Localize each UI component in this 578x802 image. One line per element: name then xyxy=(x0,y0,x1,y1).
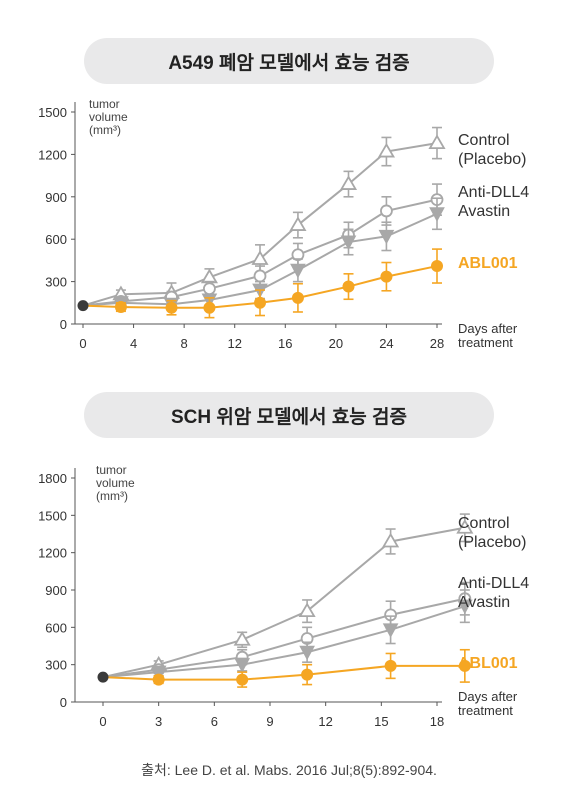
data-point xyxy=(203,301,216,314)
y-tick-label: 1200 xyxy=(38,147,67,162)
series-abl001 xyxy=(102,648,471,688)
data-point xyxy=(431,260,443,273)
x-tick-label: 15 xyxy=(374,714,388,729)
data-point xyxy=(428,134,446,149)
x-axis-label: Days after treatment xyxy=(458,321,518,350)
y-tick-label: 1200 xyxy=(38,546,67,561)
data-point xyxy=(233,630,251,646)
chart-2-title: SCH 위암 모델에서 효능 검증 xyxy=(84,392,494,438)
x-tick-label: 8 xyxy=(181,336,188,351)
data-point xyxy=(114,301,127,314)
y-tick-label: 0 xyxy=(60,695,67,710)
data-point xyxy=(382,532,400,548)
x-tick-label: 18 xyxy=(430,714,444,729)
data-point xyxy=(340,235,357,251)
data-point xyxy=(254,296,266,309)
series-label: ABL001 xyxy=(458,255,518,272)
y-tick-label: 600 xyxy=(45,232,67,247)
series-control-placebo- xyxy=(102,513,474,679)
data-point xyxy=(342,280,355,293)
series-abl001 xyxy=(82,248,443,319)
series-line xyxy=(102,597,466,679)
data-point xyxy=(299,645,315,661)
data-point xyxy=(384,659,397,672)
y-tick-label: 300 xyxy=(45,658,67,673)
data-point xyxy=(380,204,393,218)
data-point xyxy=(290,263,306,279)
chart-a549: 0 300 600 900 1200 1500 0 4 8 12 16 20 24 28 tumor volu… xyxy=(38,97,529,351)
start-point xyxy=(77,300,89,312)
series-label: Control (Placebo) xyxy=(458,515,526,551)
data-point xyxy=(165,301,178,314)
source-citation: 출처: Lee D. et al. Mabs. 2016 Jul;8(5):89… xyxy=(141,762,437,778)
series-line xyxy=(102,605,466,679)
series-line xyxy=(102,664,465,681)
x-tick-label: 3 xyxy=(155,714,162,729)
data-point xyxy=(152,673,165,686)
y-tick-label: 1800 xyxy=(38,471,67,486)
series-label: Anti-DLL4 Avastin xyxy=(458,184,529,220)
y-tick-label: 600 xyxy=(45,620,67,635)
x-tick-label: 28 xyxy=(430,336,444,351)
chart-1-title: A549 폐암 모델에서 효능 검증 xyxy=(84,38,494,84)
y-tick-label: 0 xyxy=(60,317,67,332)
x-tick-label: 9 xyxy=(266,714,273,729)
data-point xyxy=(253,269,267,283)
data-point xyxy=(298,602,316,618)
series-label: ABL001 xyxy=(458,655,518,672)
series-avastin xyxy=(102,589,473,681)
y-tick-label: 300 xyxy=(45,275,67,290)
y-tick-label: 900 xyxy=(45,190,67,205)
x-tick-label: 0 xyxy=(79,336,86,351)
y-tick-label: 1500 xyxy=(38,105,67,120)
x-tick-label: 4 xyxy=(130,336,137,351)
data-point xyxy=(150,665,167,681)
y-tick-label: 900 xyxy=(45,583,67,598)
data-point xyxy=(458,659,471,672)
x-tick-label: 16 xyxy=(278,336,292,351)
data-point xyxy=(289,216,307,231)
y-axis-label: tumor volume (mm³) xyxy=(89,97,128,137)
data-point xyxy=(456,518,474,534)
data-point xyxy=(380,270,393,283)
series-line xyxy=(102,526,466,679)
series-label: Anti-DLL4 Avastin xyxy=(458,575,529,611)
data-point xyxy=(251,250,269,265)
data-point xyxy=(378,229,395,245)
data-point xyxy=(339,175,358,190)
x-tick-label: 24 xyxy=(379,336,393,351)
x-tick-label: 20 xyxy=(329,336,343,351)
y-axis-label: tumor volume (mm³) xyxy=(96,463,135,503)
y-tick-label: 1500 xyxy=(38,508,67,523)
data-point xyxy=(377,142,395,158)
x-axis-label: Days after treatment xyxy=(458,689,518,718)
x-tick-label: 12 xyxy=(227,336,241,351)
data-point xyxy=(456,599,473,615)
chart-sch: 0 300 600 900 1200 1500 1800 0 3 6 9 12 15 18 tumor vol… xyxy=(38,463,529,729)
data-point xyxy=(291,291,304,304)
x-tick-label: 6 xyxy=(211,714,218,729)
data-point xyxy=(236,673,249,686)
data-point xyxy=(203,282,216,296)
data-point xyxy=(301,668,314,681)
data-point xyxy=(382,623,399,638)
data-point xyxy=(429,207,445,222)
x-tick-label: 12 xyxy=(318,714,332,729)
series-label: Control (Placebo) xyxy=(458,132,526,168)
start-point xyxy=(97,671,109,683)
data-point xyxy=(234,658,251,673)
x-tick-label: 0 xyxy=(99,714,106,729)
